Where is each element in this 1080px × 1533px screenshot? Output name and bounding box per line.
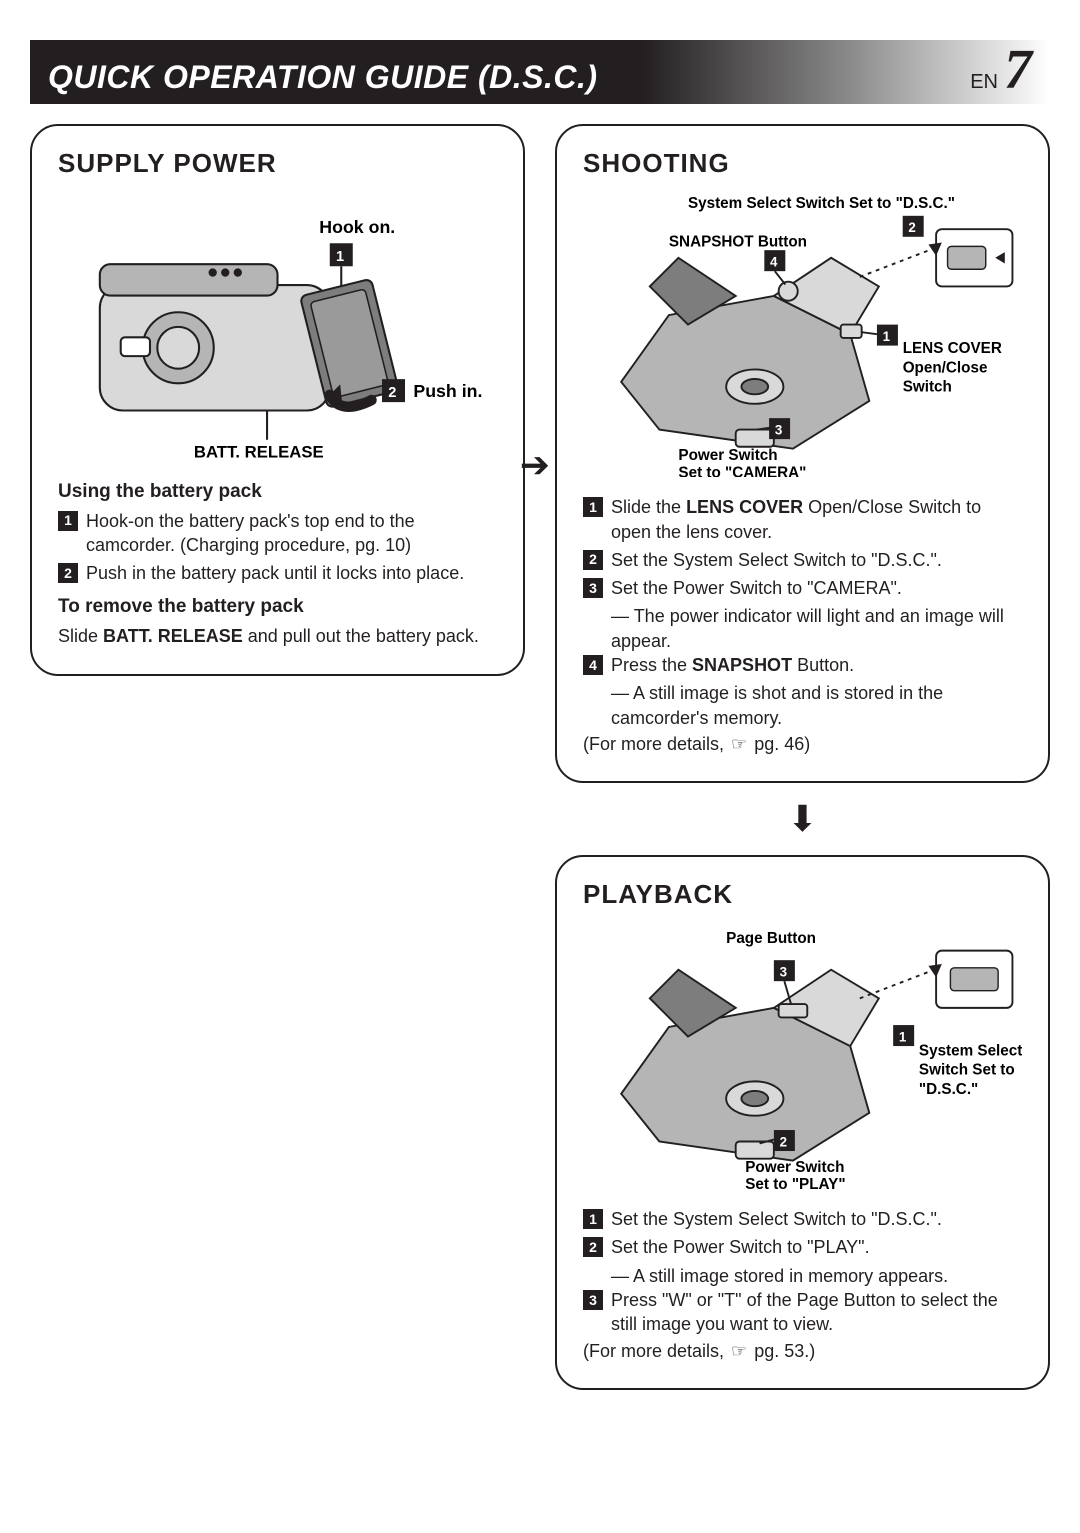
svg-text:Page Button: Page Button (726, 930, 816, 947)
svg-text:Set to "PLAY": Set to "PLAY" (745, 1176, 845, 1189)
page-number-block: EN 7 (970, 48, 1032, 94)
left-column: SUPPLY POWER (30, 124, 525, 676)
playback-diagram: Page Button 3 1 System Select Switch Set… (583, 922, 1022, 1189)
page-number: 7 (1004, 48, 1032, 93)
content-columns: ➔ SUPPLY POWER (30, 124, 1050, 1390)
svg-text:Power Switch: Power Switch (678, 447, 777, 464)
right-column: SHOOTING (555, 124, 1050, 1390)
shooting-panel: SHOOTING (555, 124, 1050, 783)
step-marker: 2 (58, 563, 78, 583)
svg-text:1: 1 (899, 1029, 907, 1044)
svg-text:BATT. RELEASE: BATT. RELEASE (194, 443, 324, 462)
playback-step2-sub: A still image stored in memory appears. (583, 1264, 1022, 1288)
svg-text:Set to "CAMERA": Set to "CAMERA" (678, 464, 806, 477)
supply-step-1: 1 Hook-on the battery pack's top end to … (58, 509, 497, 558)
using-battery-head: Using the battery pack (58, 481, 497, 503)
flow-arrow-right-icon: ➔ (520, 444, 550, 486)
lang-label: EN (970, 71, 998, 94)
svg-text:"D.S.C.": "D.S.C." (919, 1081, 978, 1098)
svg-text:System Select: System Select (919, 1043, 1022, 1060)
shooting-step3-sub: The power indicator will light and an im… (583, 604, 1022, 653)
title-prefix: QUICK OPERATION GUIDE (48, 59, 469, 95)
shooting-step4-list: 4 Press the SNAPSHOT Button. (583, 653, 1022, 677)
shooting-step-3: 3 Set the Power Switch to "CAMERA". (583, 576, 1022, 600)
playback-step-1: 1 Set the System Select Switch to "D.S.C… (583, 1207, 1022, 1231)
title-mode: (D.S.C.) (478, 59, 598, 95)
svg-text:Switch Set to: Switch Set to (919, 1062, 1015, 1079)
shooting-diagram: System Select Switch Set to "D.S.C." 2 S… (583, 191, 1022, 477)
svg-text:System Select Switch Set to "D: System Select Switch Set to "D.S.C." (688, 195, 955, 212)
remove-battery-body: Slide BATT. RELEASE and pull out the bat… (58, 624, 497, 648)
shooting-step-1: 1 Slide the LENS COVER Open/Close Switch… (583, 495, 1022, 544)
playback-steps: 1 Set the System Select Switch to "D.S.C… (583, 1207, 1022, 1260)
playback-step3-list: 3 Press "W" or "T" of the Page Button to… (583, 1288, 1022, 1337)
svg-text:SNAPSHOT Button: SNAPSHOT Button (669, 233, 807, 250)
playback-details: (For more details, pg. 53.) (583, 1341, 1022, 1362)
page-title: QUICK OPERATION GUIDE (D.S.C.) (48, 59, 598, 96)
svg-text:LENS COVER: LENS COVER (903, 340, 1002, 357)
svg-text:3: 3 (780, 964, 787, 979)
remove-battery-head: To remove the battery pack (58, 596, 497, 618)
svg-text:Power Switch: Power Switch (745, 1159, 844, 1176)
svg-text:Switch: Switch (903, 378, 952, 395)
svg-text:2: 2 (780, 1134, 787, 1149)
flow-arrow-down-icon: ⬇ (555, 801, 1050, 837)
shooting-step4-sub: A still image is shot and is stored in t… (583, 681, 1022, 730)
supply-steps: 1 Hook-on the battery pack's top end to … (58, 509, 497, 586)
header-bar: QUICK OPERATION GUIDE (D.S.C.) EN 7 (30, 40, 1050, 104)
svg-text:1: 1 (883, 329, 891, 344)
svg-text:Open/Close: Open/Close (903, 359, 988, 376)
shooting-step-4: 4 Press the SNAPSHOT Button. (583, 653, 1022, 677)
playback-step-2: 2 Set the Power Switch to "PLAY". (583, 1235, 1022, 1259)
callout-hook: Hook on. (319, 217, 395, 237)
svg-text:Push in.: Push in. (413, 381, 482, 401)
shooting-details: (For more details, pg. 46) (583, 734, 1022, 755)
supply-title: SUPPLY POWER (58, 148, 497, 179)
ref-icon (729, 1341, 749, 1361)
playback-panel: PLAYBACK Page Button (555, 855, 1050, 1390)
supply-power-panel: SUPPLY POWER (30, 124, 525, 676)
step-marker: 1 (58, 511, 78, 531)
shooting-steps: 1 Slide the LENS COVER Open/Close Switch… (583, 495, 1022, 600)
shooting-title: SHOOTING (583, 148, 1022, 179)
svg-text:2: 2 (388, 385, 396, 401)
svg-text:1: 1 (336, 249, 344, 265)
ref-icon (729, 734, 749, 754)
shooting-step-2: 2 Set the System Select Switch to "D.S.C… (583, 548, 1022, 572)
svg-text:3: 3 (775, 422, 782, 437)
supply-step-2: 2 Push in the battery pack until it lock… (58, 561, 497, 585)
svg-text:2: 2 (908, 220, 915, 235)
playback-title: PLAYBACK (583, 879, 1022, 910)
svg-text:4: 4 (770, 254, 778, 269)
supply-diagram: Hook on. 1 2 Push in. BATT. RELEASE (58, 191, 497, 463)
playback-step-3: 3 Press "W" or "T" of the Page Button to… (583, 1288, 1022, 1337)
